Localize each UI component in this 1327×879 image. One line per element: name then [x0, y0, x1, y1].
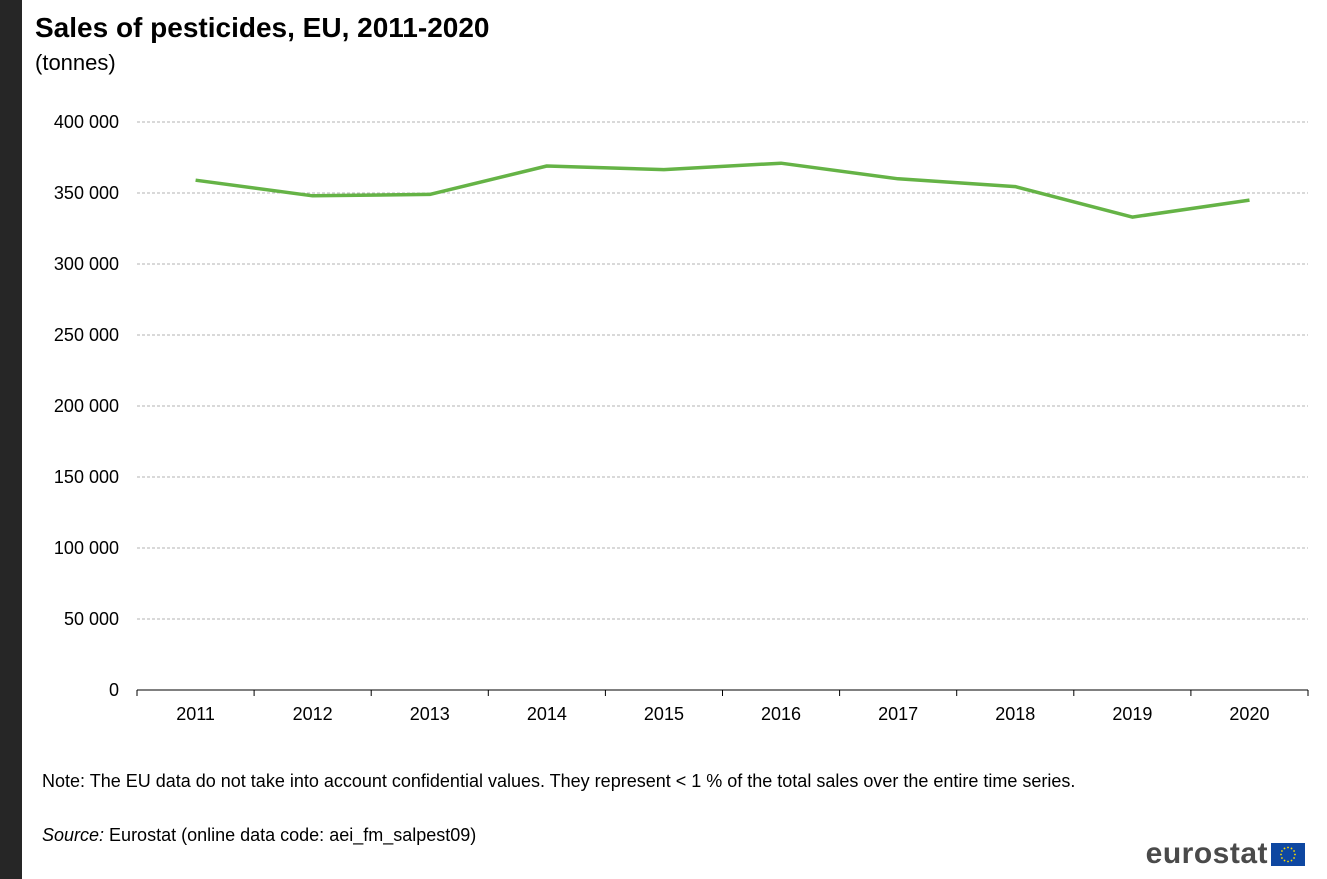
- source-label: Source:: [42, 825, 105, 845]
- flag-star: [1290, 847, 1293, 849]
- x-tick-label: 2018: [995, 704, 1035, 724]
- y-tick-label: 250 000: [54, 325, 119, 345]
- chart-source: Source: Eurostat (online data code: aei_…: [42, 825, 476, 846]
- y-tick-label: 100 000: [54, 538, 119, 558]
- flag-star: [1283, 859, 1286, 861]
- x-tick-label: 2015: [644, 704, 684, 724]
- logo-text: eurostat: [1145, 837, 1268, 870]
- x-tick-label: 2012: [293, 704, 333, 724]
- y-tick-label: 400 000: [54, 112, 119, 132]
- flag-star: [1290, 859, 1293, 861]
- flag-star: [1293, 856, 1295, 859]
- flag-star: [1281, 849, 1283, 852]
- y-tick-label: 150 000: [54, 467, 119, 487]
- flag-star: [1294, 853, 1296, 855]
- series-line: [195, 161, 1250, 219]
- left-border-bar: [0, 0, 22, 879]
- x-tick-label: 2013: [410, 704, 450, 724]
- flag-star: [1283, 847, 1286, 849]
- line-chart: 0 50 000 100 000 150 000 200 000 250 000 300 0…: [54, 112, 1309, 724]
- x-tick-label: 2020: [1229, 704, 1269, 724]
- flag-star: [1287, 860, 1289, 862]
- source-text: Eurostat (online data code: aei_fm_salpe…: [104, 825, 477, 845]
- flag-star: [1287, 846, 1289, 848]
- chart-subtitle: (tonnes): [35, 50, 116, 75]
- x-tick-label: 2016: [761, 704, 801, 724]
- y-tick-label: 300 000: [54, 254, 119, 274]
- y-tick-label: 0: [109, 680, 119, 700]
- x-tick-label: 2019: [1112, 704, 1152, 724]
- chart-note: Note: The EU data do not take into accou…: [42, 771, 1076, 791]
- y-tick-label: 350 000: [54, 183, 119, 203]
- x-tick-label: 2017: [878, 704, 918, 724]
- flag-star: [1293, 849, 1295, 852]
- y-tick-label: 50 000: [64, 609, 119, 629]
- x-tick-label: 2011: [176, 704, 215, 724]
- flag-star: [1280, 853, 1282, 855]
- eurostat-logo: eurostat: [1146, 837, 1305, 871]
- x-tick-label: 2014: [527, 704, 567, 724]
- eu-flag-icon: [1271, 842, 1305, 866]
- flag-star: [1281, 856, 1283, 859]
- y-tick-label: 200 000: [54, 396, 119, 416]
- chart-title: Sales of pesticides, EU, 2011-2020: [35, 12, 490, 43]
